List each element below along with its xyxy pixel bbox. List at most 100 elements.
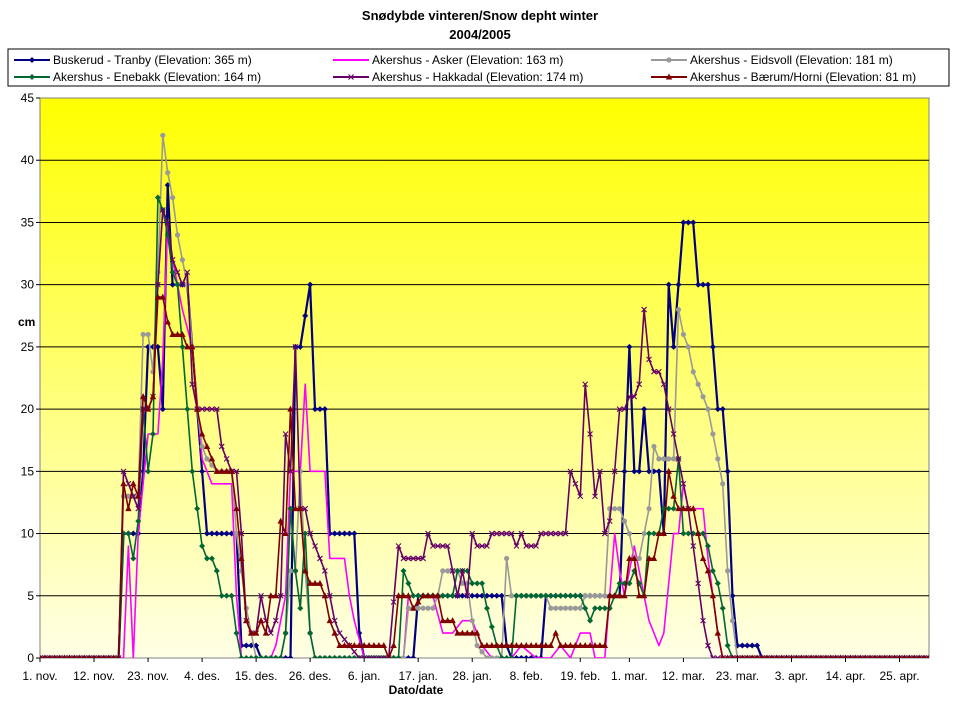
data-point: [528, 592, 535, 599]
data-point: [71, 655, 78, 658]
data-point: [380, 655, 387, 658]
data-point: [685, 505, 692, 512]
data-point: [665, 406, 672, 412]
data-point: [243, 642, 250, 649]
data-point: [498, 642, 505, 649]
data-point: [867, 655, 873, 658]
x-tick-label: 8. feb.: [510, 669, 543, 683]
data-point: [789, 654, 794, 658]
data-point: [611, 592, 618, 599]
data-point: [341, 642, 348, 649]
x-tick-label: 25. apr.: [880, 669, 920, 683]
data-point: [380, 642, 388, 649]
data-point: [548, 605, 554, 611]
data-point: [106, 654, 111, 658]
data-point: [749, 655, 756, 658]
data-point: [370, 642, 378, 649]
data-point: [179, 257, 186, 263]
data-point: [878, 654, 882, 658]
data-point: [203, 555, 210, 562]
data-point: [685, 344, 691, 350]
data-point: [882, 654, 887, 658]
data-point: [154, 293, 162, 300]
data-point: [494, 655, 500, 658]
data-point: [312, 406, 319, 413]
data-point: [705, 642, 711, 649]
data-point: [297, 505, 304, 512]
data-point: [581, 642, 589, 649]
data-point: [311, 579, 319, 586]
data-point: [666, 57, 672, 63]
data-point: [174, 269, 181, 276]
data-point: [395, 655, 402, 658]
data-point: [523, 642, 530, 649]
data-point: [302, 505, 309, 512]
data-point: [656, 456, 662, 462]
data-point: [400, 567, 407, 574]
data-point: [282, 431, 289, 437]
data-point: [557, 530, 564, 537]
data-point: [498, 655, 505, 658]
data-point: [459, 629, 466, 636]
x-tick-label: 28. jan.: [453, 669, 492, 683]
legend: Buskerud - Tranby (Elevation: 365 m) Aker…: [7, 48, 950, 87]
data-point: [105, 655, 112, 658]
data-point: [680, 480, 687, 487]
legend-label: Akershus - Eidsvoll (Elevation: 181 m): [690, 53, 893, 67]
data-point: [927, 654, 929, 658]
data-point: [606, 592, 613, 599]
data-point: [346, 642, 353, 649]
x-tick-label: 12. nov.: [73, 669, 115, 683]
data-point: [199, 543, 206, 549]
data-point: [125, 480, 132, 487]
data-point: [209, 406, 215, 412]
data-point: [592, 493, 598, 500]
data-point: [292, 567, 299, 574]
data-point: [484, 655, 490, 658]
data-point: [626, 343, 633, 350]
data-point: [159, 207, 166, 213]
data-point: [351, 642, 358, 649]
data-point: [572, 605, 578, 611]
series-path: [40, 196, 929, 658]
data-point: [356, 655, 363, 658]
data-point: [724, 655, 731, 658]
data-point: [488, 592, 495, 599]
data-point: [100, 655, 107, 658]
data-point: [872, 655, 878, 658]
data-point: [449, 617, 456, 624]
data-point: [459, 580, 465, 586]
data-point: [223, 456, 230, 462]
data-point: [601, 642, 609, 649]
data-point: [547, 592, 554, 599]
data-point: [336, 655, 343, 658]
data-point: [371, 655, 377, 658]
data-point: [513, 655, 520, 658]
data-point: [651, 443, 657, 450]
y-tick-label: 25: [21, 340, 35, 354]
data-point: [434, 592, 442, 599]
data-point: [601, 530, 608, 537]
data-point: [199, 468, 206, 475]
data-point: [474, 580, 481, 587]
data-point: [577, 642, 584, 649]
data-point: [198, 430, 206, 437]
data-point: [385, 655, 392, 658]
data-point: [120, 468, 127, 475]
data-point: [902, 654, 907, 658]
data-point: [518, 655, 525, 658]
data-point: [390, 642, 397, 649]
data-point: [321, 592, 329, 599]
data-point: [179, 343, 186, 350]
data-point: [542, 642, 550, 649]
data-point: [223, 592, 230, 599]
data-point: [759, 655, 765, 658]
data-point: [513, 642, 520, 649]
data-point: [739, 642, 746, 649]
data-point: [282, 655, 289, 658]
data-point: [577, 605, 583, 611]
data-point: [449, 592, 456, 599]
data-point: [646, 506, 652, 512]
data-point: [208, 530, 215, 537]
legend-label: Akershus - Bærum/Horni (Elevation: 81 m): [690, 70, 916, 84]
